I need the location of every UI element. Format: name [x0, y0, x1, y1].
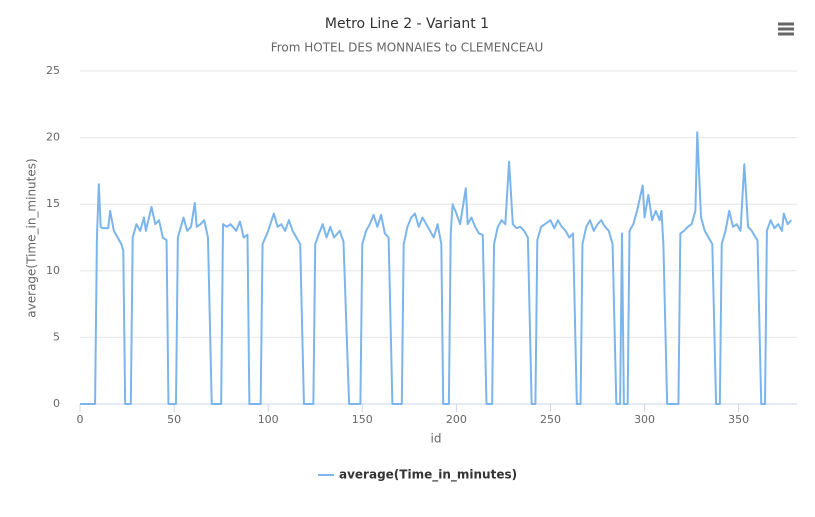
y-tick-label: 20 [46, 131, 60, 144]
x-tick-label: 250 [540, 413, 561, 426]
x-tick-label: 200 [446, 413, 467, 426]
legend-label: average(Time_in_minutes) [339, 468, 517, 483]
x-tick-label: 0 [77, 413, 84, 426]
y-tick-label: 25 [46, 64, 60, 77]
chart-title: Metro Line 2 - Variant 1 [325, 16, 489, 32]
chart-subtitle: From HOTEL DES MONNAIES to CLEMENCEAU [271, 41, 544, 55]
x-tick-label: 100 [258, 413, 279, 426]
x-axis-label: id [431, 432, 442, 446]
x-tick-label: 300 [634, 413, 655, 426]
x-tick-label: 50 [167, 413, 181, 426]
y-tick-label: 15 [46, 197, 60, 210]
y-tick-label: 5 [53, 330, 60, 343]
y-tick-label: 10 [46, 264, 60, 277]
y-axis-label: average(Time_in_minutes) [25, 158, 39, 317]
data-line [80, 131, 793, 405]
x-tick-label: 150 [352, 413, 373, 426]
y-tick-label: 0 [53, 397, 60, 410]
x-tick-label: 350 [728, 413, 749, 426]
menu-button[interactable] [772, 16, 800, 42]
